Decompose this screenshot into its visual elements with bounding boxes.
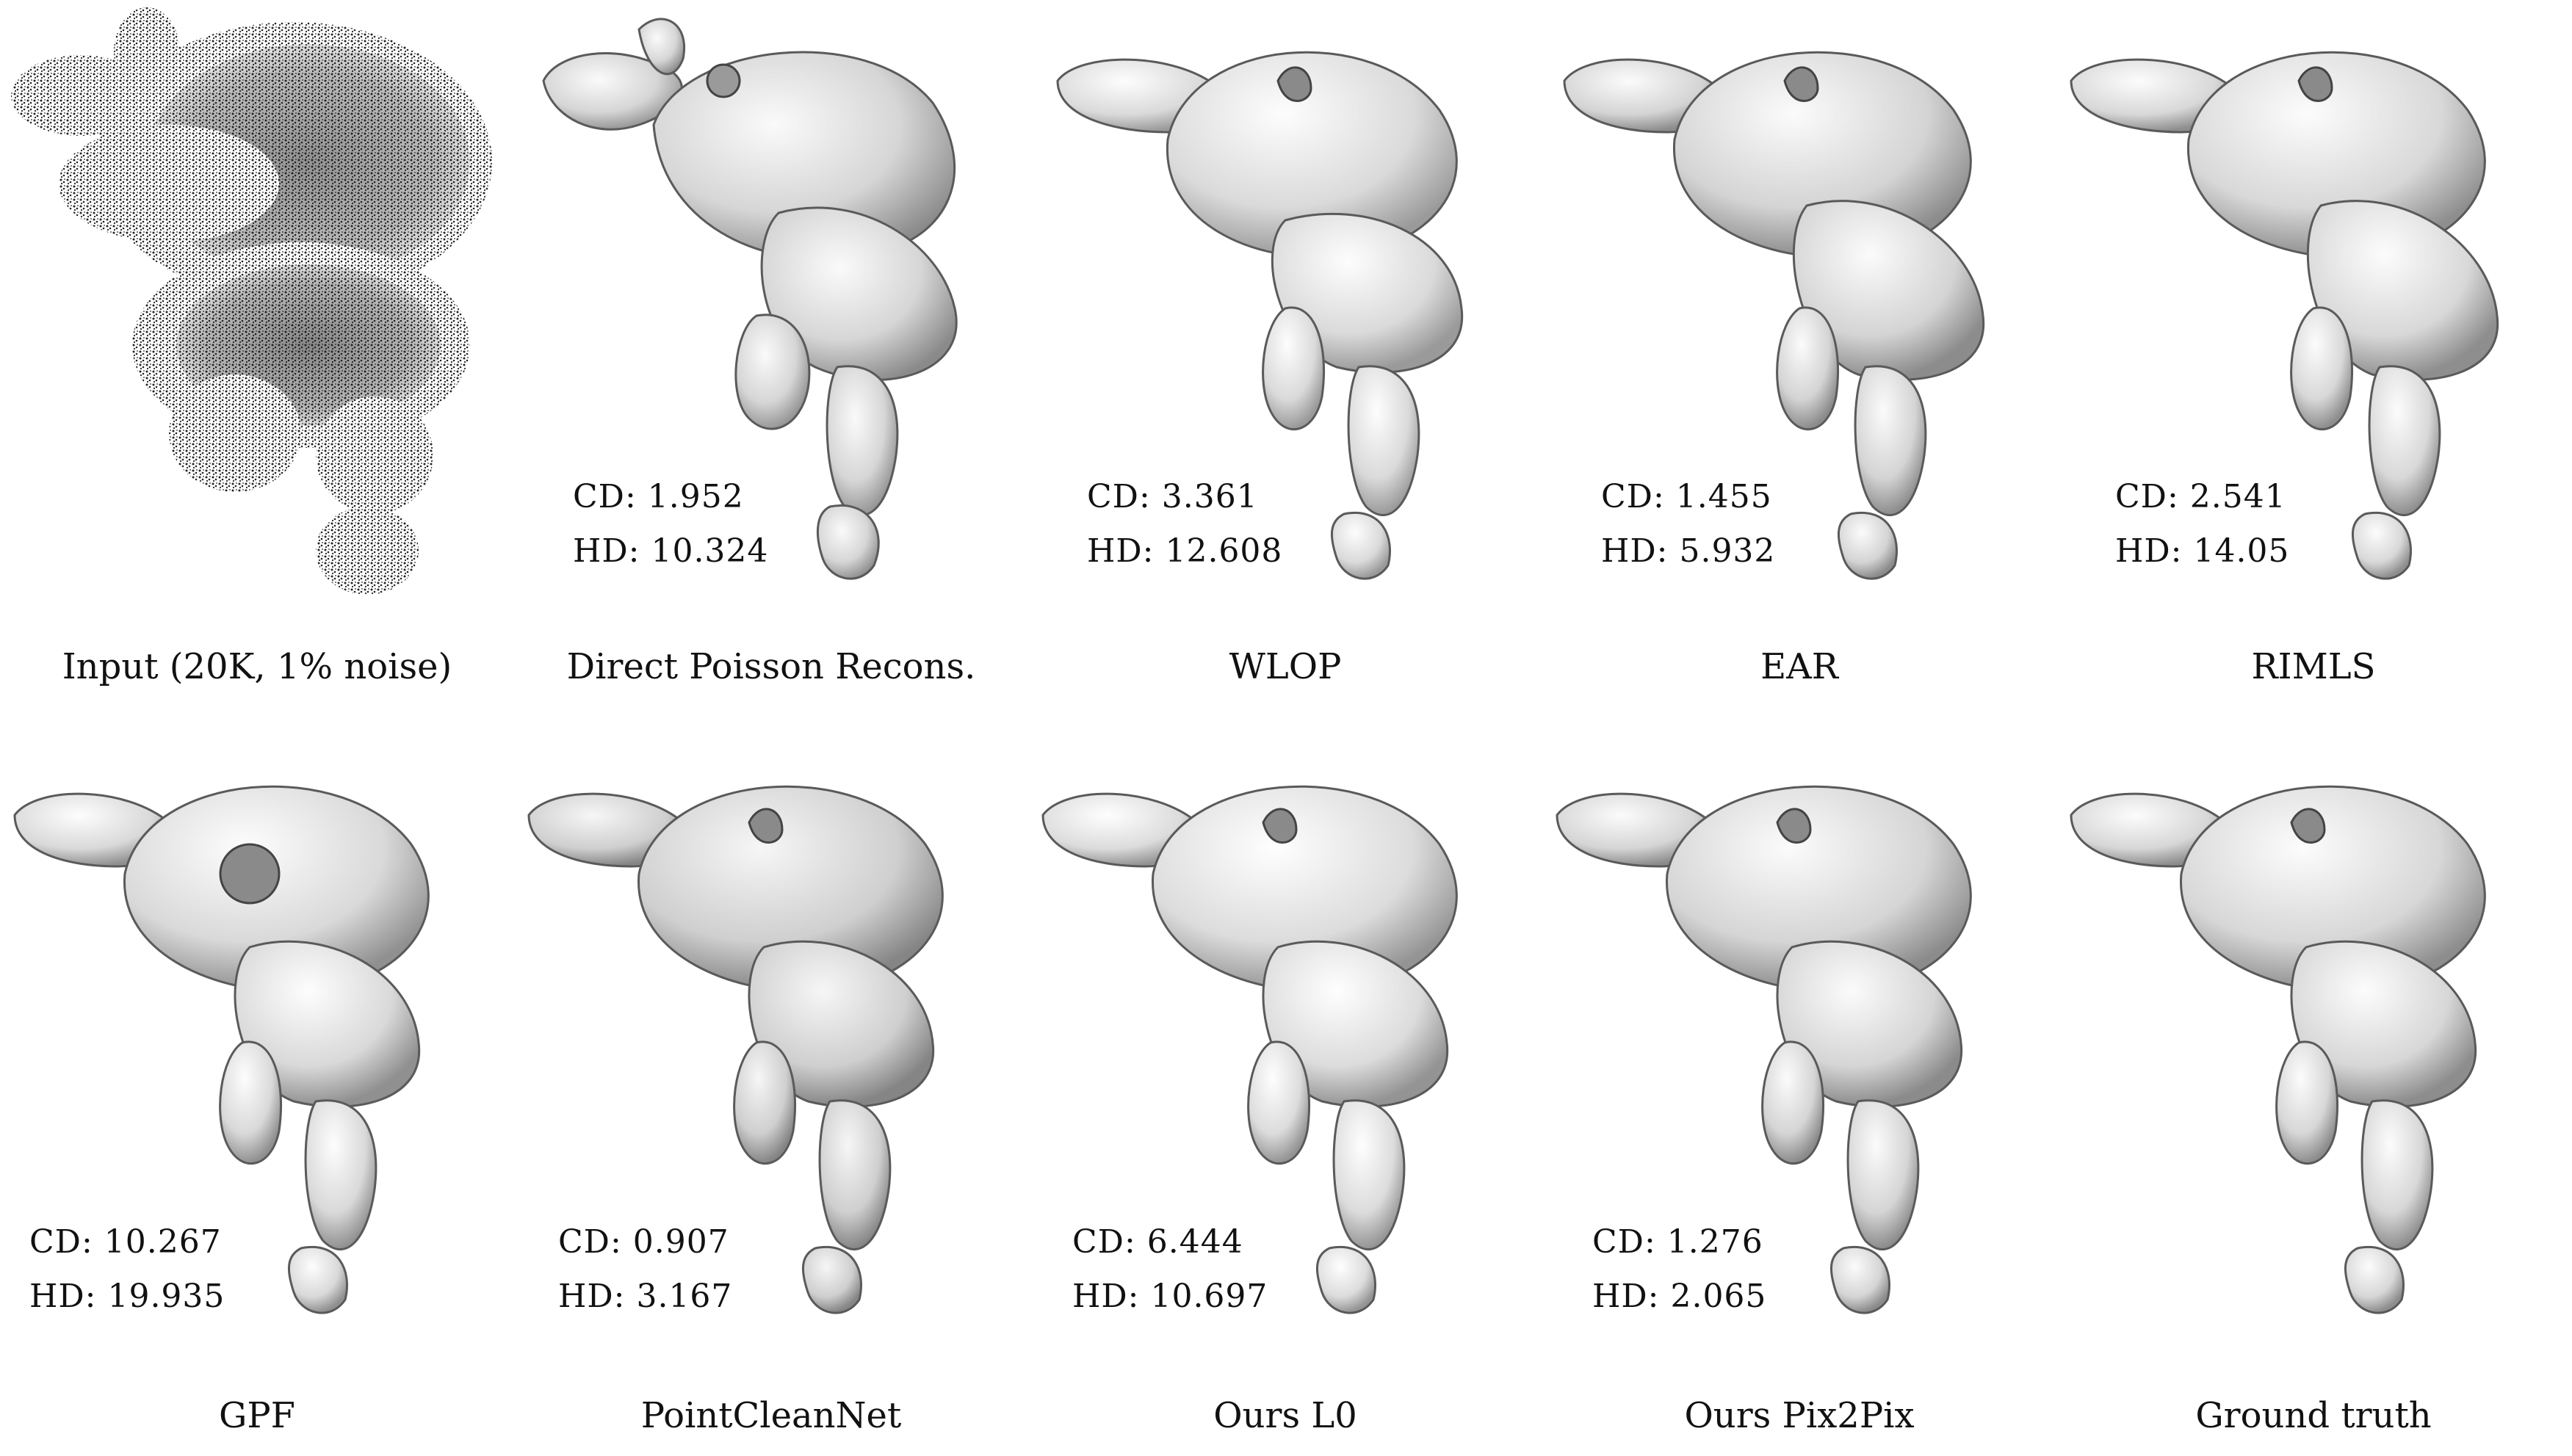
panel-gpf: CD: 10.267 HD: 19.935 GPF: [0, 734, 514, 1456]
mesh-render: [1028, 0, 1542, 609]
panel-wlop: CD: 3.361 HD: 12.608 WLOP: [1028, 0, 1542, 722]
point-cloud-render: [0, 0, 514, 609]
figure-row-bottom: CD: 10.267 HD: 19.935 GPF: [0, 734, 2572, 1456]
panel-caption: Ours Pix2Pix: [1684, 1395, 1915, 1436]
error-metrics: CD: 0.907 HD: 3.167: [558, 1215, 867, 1324]
mesh-render: [514, 0, 1028, 609]
armadillo-mesh-image: [2070, 51, 2499, 580]
hausdorff-distance: HD: 19.935: [29, 1278, 225, 1315]
error-metrics: CD: 1.276 HD: 2.065: [1592, 1215, 1901, 1324]
error-metrics: CD: 1.455 HD: 5.932: [1601, 470, 1910, 579]
hausdorff-distance: HD: 14.05: [2115, 532, 2290, 570]
mesh-render: [1542, 734, 2056, 1344]
panel-direct-poisson: CD: 1.952 HD: 10.324 Direct Poisson Reco…: [514, 0, 1028, 722]
hausdorff-distance: HD: 12.608: [1087, 532, 1283, 570]
armadillo-mesh-image: [542, 18, 958, 580]
panel-ground-truth: Ground truth: [2056, 734, 2571, 1456]
panel-ear: CD: 1.455 HD: 5.932 EAR: [1542, 0, 2056, 722]
armadillo-mesh-image: [1563, 51, 1985, 580]
hausdorff-distance: HD: 2.065: [1592, 1278, 1767, 1315]
panel-caption: PointCleanNet: [640, 1395, 902, 1436]
panel-caption: Ground truth: [2195, 1395, 2432, 1436]
armadillo-mesh-image: [527, 785, 944, 1314]
armadillo-mesh-image: [1556, 785, 1972, 1314]
panel-caption: Direct Poisson Recons.: [566, 646, 976, 687]
mesh-render: [1542, 0, 2056, 609]
panel-input: Input (20K, 1% noise): [0, 0, 514, 722]
chamfer-distance: CD: 1.455: [1601, 478, 1772, 515]
mesh-render: [1028, 734, 1542, 1344]
hausdorff-distance: HD: 3.167: [558, 1278, 733, 1315]
panel-ours-pix2pix: CD: 1.276 HD: 2.065 Ours Pix2Pix: [1542, 734, 2056, 1456]
panel-caption: Input (20K, 1% noise): [62, 646, 452, 687]
error-metrics: CD: 10.267 HD: 19.935: [29, 1215, 338, 1324]
hausdorff-distance: HD: 10.697: [1072, 1278, 1268, 1315]
panel-pointcleannet: CD: 0.907 HD: 3.167 PointCleanNet: [514, 734, 1028, 1456]
chamfer-distance: CD: 10.267: [29, 1223, 222, 1261]
chamfer-distance: CD: 3.361: [1087, 478, 1258, 515]
mesh-render: [2056, 734, 2571, 1344]
error-metrics: CD: 2.541 HD: 14.05: [2115, 470, 2424, 579]
noisy-point-cloud-image: [11, 7, 492, 595]
panel-caption: Ours L0: [1213, 1395, 1357, 1436]
error-metrics: CD: 6.444 HD: 10.697: [1072, 1215, 1381, 1324]
armadillo-mesh-image: [1041, 785, 1458, 1314]
panel-ours-l0: CD: 6.444 HD: 10.697 Ours L0: [1028, 734, 1542, 1456]
chamfer-distance: CD: 1.276: [1592, 1223, 1763, 1261]
mesh-render: [2056, 0, 2571, 609]
chamfer-distance: CD: 0.907: [558, 1223, 729, 1261]
error-metrics: CD: 3.361 HD: 12.608: [1087, 470, 1395, 579]
hausdorff-distance: HD: 10.324: [573, 532, 769, 570]
chamfer-distance: CD: 6.444: [1072, 1223, 1243, 1261]
armadillo-mesh-image: [13, 785, 430, 1314]
panel-caption: RIMLS: [2251, 646, 2376, 687]
panel-caption: GPF: [219, 1395, 295, 1436]
mesh-render: [514, 734, 1028, 1344]
hausdorff-distance: HD: 5.932: [1601, 532, 1776, 570]
chamfer-distance: CD: 2.541: [2115, 478, 2286, 515]
figure-row-top: Input (20K, 1% noise): [0, 0, 2572, 722]
mesh-render: [0, 734, 514, 1344]
panel-caption: WLOP: [1229, 646, 1342, 687]
chamfer-distance: CD: 1.952: [573, 478, 744, 515]
panel-rimls: CD: 2.541 HD: 14.05 RIMLS: [2056, 0, 2571, 722]
error-metrics: CD: 1.952 HD: 10.324: [573, 470, 881, 579]
armadillo-mesh-image: [2070, 785, 2486, 1314]
armadillo-mesh-image: [1056, 51, 1464, 580]
panel-caption: EAR: [1760, 646, 1838, 687]
